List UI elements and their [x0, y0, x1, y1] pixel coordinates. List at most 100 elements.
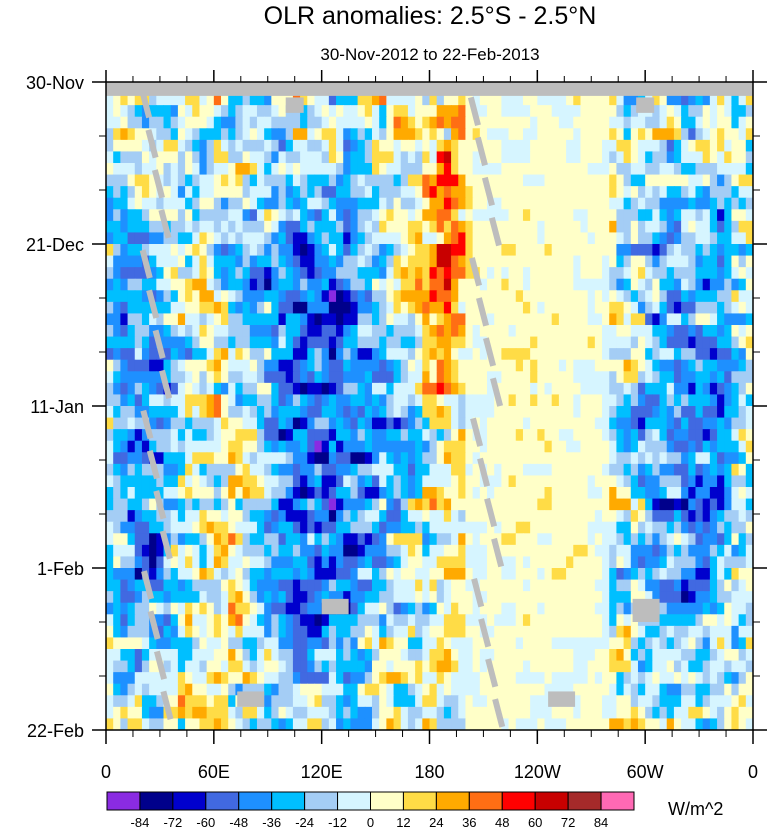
heatmap-cell [379, 417, 387, 430]
heatmap-cell [501, 440, 510, 453]
heatmap-cell [228, 614, 236, 627]
heatmap-cell [522, 348, 531, 361]
heatmap-cell [364, 244, 373, 257]
heatmap-cell [407, 255, 416, 268]
heatmap-cell [156, 475, 165, 488]
heatmap-cell [350, 614, 359, 627]
heatmap-cell [580, 394, 589, 407]
heatmap-cell [702, 429, 711, 442]
heatmap-cell [134, 93, 143, 106]
heatmap-cell [652, 255, 661, 268]
heatmap-cell [134, 313, 143, 326]
heatmap-cell [637, 255, 646, 268]
heatmap-cell [472, 174, 481, 187]
heatmap-cell [530, 440, 538, 453]
heatmap-cell [271, 487, 280, 500]
heatmap-cell [393, 359, 402, 372]
heatmap-cell [580, 301, 589, 315]
heatmap-cell [321, 174, 330, 187]
heatmap-cell [379, 602, 387, 615]
heatmap-cell [530, 267, 538, 280]
heatmap-cell [343, 463, 352, 477]
heatmap-cell [573, 382, 582, 396]
heatmap-cell [645, 452, 653, 465]
heatmap-cell [321, 139, 330, 153]
heatmap-cell [594, 267, 603, 280]
heatmap-cell [465, 649, 474, 662]
heatmap-cell [213, 660, 222, 673]
heatmap-cell [637, 232, 646, 245]
heatmap-cell [522, 197, 531, 210]
heatmap-cell [221, 186, 229, 199]
heatmap-cell [594, 93, 603, 106]
heatmap-cell [717, 568, 725, 581]
heatmap-cell [199, 232, 208, 245]
heatmap-cell [724, 614, 733, 627]
heatmap-cell [221, 556, 229, 569]
heatmap-cell [745, 625, 753, 639]
heatmap-cell [285, 695, 294, 708]
heatmap-cell [213, 128, 222, 141]
heatmap-cell [221, 440, 229, 453]
heatmap-cell [731, 568, 740, 581]
heatmap-cell [609, 394, 618, 407]
heatmap-cell [249, 336, 258, 349]
heatmap-cell [221, 267, 229, 280]
heatmap-cell [530, 139, 538, 153]
heatmap-cell [242, 290, 251, 303]
heatmap-cell [113, 290, 121, 303]
heatmap-cell [544, 463, 553, 477]
heatmap-cell [573, 186, 582, 199]
heatmap-cell [537, 336, 546, 349]
heatmap-cell [292, 394, 301, 407]
heatmap-cell [458, 105, 467, 118]
heatmap-cell [745, 510, 753, 523]
heatmap-cell [494, 325, 502, 338]
heatmap-cell [292, 255, 301, 268]
heatmap-cell [623, 521, 632, 534]
heatmap-cell [256, 683, 265, 696]
heatmap-cell [285, 336, 294, 349]
heatmap-cell [724, 116, 733, 129]
heatmap-cell [487, 463, 495, 477]
heatmap-cell [436, 706, 445, 720]
heatmap-cell [415, 267, 423, 280]
heatmap-cell [134, 139, 143, 153]
heatmap-cell [242, 371, 251, 384]
heatmap-cell [465, 325, 474, 338]
heatmap-cell [573, 533, 582, 546]
heatmap-cell [343, 521, 352, 534]
heatmap-cell [221, 406, 229, 419]
heatmap-cell [501, 382, 510, 396]
heatmap-cell [235, 105, 244, 118]
heatmap-cell [415, 614, 423, 627]
heatmap-cell [271, 163, 280, 176]
heatmap-cell [666, 591, 675, 604]
heatmap-cell [379, 128, 387, 141]
heatmap-cell [192, 209, 201, 222]
heatmap-cell [292, 325, 301, 338]
heatmap-cell [206, 301, 215, 315]
heatmap-cell [652, 105, 661, 118]
heatmap-cell [357, 371, 366, 384]
heatmap-cell [501, 290, 510, 303]
heatmap-cell [688, 220, 697, 234]
heatmap-cell [106, 544, 114, 558]
heatmap-cell [422, 475, 431, 488]
heatmap-cell [314, 568, 323, 581]
heatmap-cell [731, 278, 740, 291]
heatmap-cell [494, 336, 502, 349]
heatmap-cell [185, 255, 193, 268]
heatmap-cell [451, 232, 459, 245]
heatmap-cell [278, 174, 287, 187]
heatmap-cell [709, 139, 718, 153]
heatmap-cell [141, 591, 150, 604]
heatmap-cell [458, 325, 467, 338]
heatmap-cell [558, 116, 567, 129]
heatmap-cell [436, 475, 445, 488]
heatmap-cell [292, 359, 301, 372]
heatmap-cell [451, 151, 459, 164]
heatmap-cell [235, 336, 244, 349]
heatmap-cell [407, 267, 416, 280]
heatmap-cell [479, 406, 488, 419]
